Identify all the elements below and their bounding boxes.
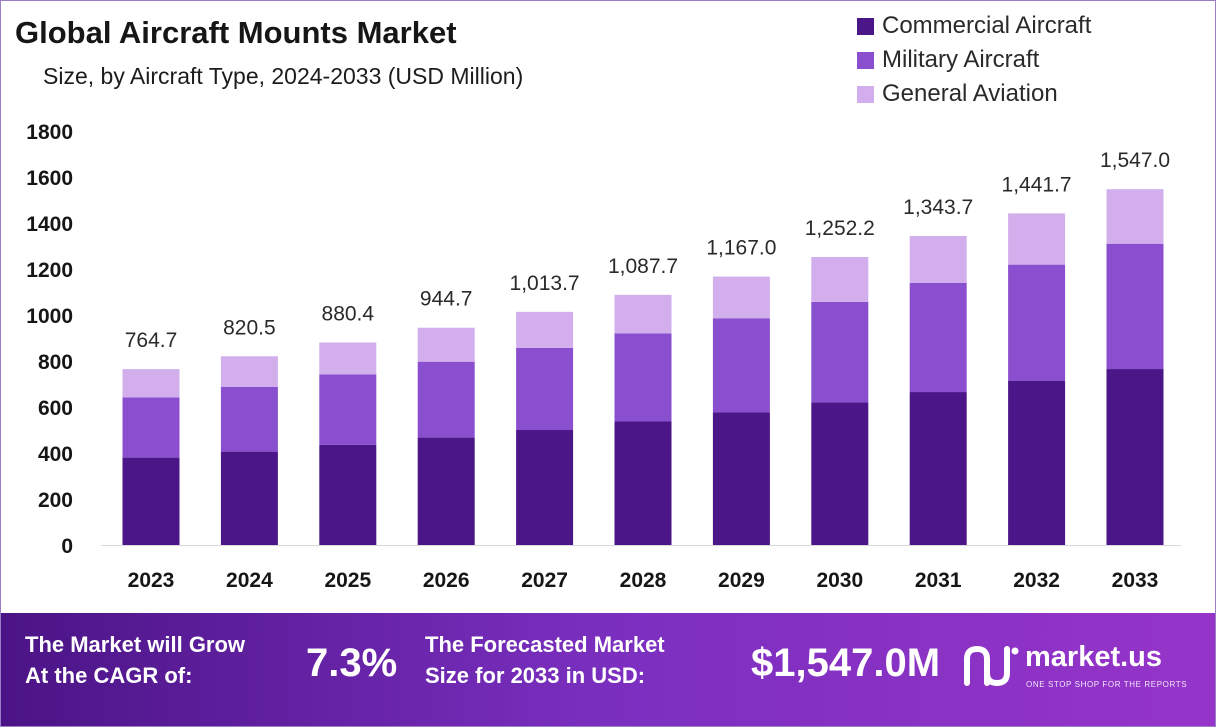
bar-segment (614, 421, 672, 545)
legend-swatch (857, 51, 874, 69)
bar-segment (220, 356, 278, 387)
bar-segment (319, 374, 377, 445)
brand-name: market.us (1025, 641, 1163, 673)
x-tick-label: 2029 (718, 569, 765, 592)
x-tick-label: 2033 (1112, 569, 1159, 592)
bar-segment (712, 276, 770, 319)
y-tick-label: 1200 (26, 259, 73, 282)
bar-segment (516, 347, 574, 430)
x-tick-label: 2024 (226, 569, 273, 592)
y-tick-label: 1600 (26, 167, 73, 190)
forecast-label-line1: The Forecasted Market (425, 632, 665, 657)
bar-segment (516, 430, 574, 545)
legend-swatch (857, 85, 874, 103)
bar-segment (1106, 243, 1164, 370)
y-tick-label: 1800 (26, 121, 73, 144)
legend-item: Commercial Aircraft (857, 9, 1091, 43)
stacked-bar-chart: 0 200 400 600 800 1000 1200 1400 1600 1800 764.7 20… (26, 121, 1181, 592)
bar-segment (417, 437, 475, 545)
y-tick-label: 800 (38, 351, 73, 374)
brand-logo: market.us ONE STOP SHOP FOR THE REPORTS (963, 637, 1198, 697)
bar-segment (1008, 381, 1066, 545)
bar-segment (516, 311, 574, 348)
bar-segment (319, 342, 377, 375)
x-tick-label: 2031 (915, 569, 962, 592)
bar-segment (1106, 189, 1164, 244)
x-tick-label: 2032 (1013, 569, 1060, 592)
cagr-label-line1: The Market will Grow (25, 632, 246, 657)
y-tick-label: 600 (38, 397, 73, 420)
cagr-value: 7.3% (306, 641, 398, 685)
data-label: 1,013.7 (510, 272, 580, 295)
legend-label: Commercial Aircraft (882, 12, 1092, 39)
data-label: 1,441.7 (1002, 173, 1072, 196)
x-tick-label: 2026 (423, 569, 470, 592)
x-tick-label: 2027 (521, 569, 568, 592)
data-label: 944.7 (420, 288, 473, 311)
bar-segment (220, 386, 278, 452)
y-tick-label: 0 (61, 535, 73, 558)
market-us-logo-icon (964, 645, 1019, 687)
x-tick-label: 2028 (620, 569, 667, 592)
bar-segment (319, 444, 377, 545)
legend-label: General Aviation (882, 80, 1058, 107)
data-label: 764.7 (125, 329, 178, 352)
bar-segment (909, 235, 967, 283)
y-tick-label: 200 (38, 489, 73, 512)
bar-segment (614, 294, 672, 334)
bar-segment (220, 451, 278, 545)
cagr-label-line2: At the CAGR of: (25, 663, 193, 688)
bar-segment (1008, 213, 1066, 265)
bar-segment (417, 361, 475, 438)
chart-title: Global Aircraft Mounts Market (15, 15, 457, 50)
legend-item: General Aviation (857, 77, 1091, 111)
bar-segment (712, 318, 770, 413)
chart-subtitle: Size, by Aircraft Type, 2024-2033 (USD M… (43, 63, 524, 89)
bar-segment (1106, 369, 1164, 545)
y-tick-label: 400 (38, 443, 73, 466)
y-tick-label: 1400 (26, 213, 73, 236)
bar-segment (122, 369, 180, 398)
bar-segment (122, 397, 180, 458)
data-label: 880.4 (322, 303, 375, 326)
data-label: 1,252.2 (805, 217, 875, 240)
forecast-label-line2: Size for 2033 in USD: (425, 663, 646, 688)
data-label: 1,087.7 (608, 255, 678, 278)
summary-banner: The Market will Grow At the CAGR of: 7.3… (1, 613, 1215, 726)
data-label: 1,167.0 (706, 237, 776, 260)
x-tick-label: 2025 (324, 569, 371, 592)
bar-segment (811, 402, 869, 545)
legend-item: Military Aircraft (857, 43, 1091, 77)
bar-segment (614, 333, 672, 422)
bar-segment (909, 282, 967, 393)
bar-segment (811, 256, 869, 302)
bar-segment (1008, 264, 1066, 382)
forecast-value: $1,547.0M (751, 641, 941, 685)
brand-tagline: ONE STOP SHOP FOR THE REPORTS (1026, 680, 1188, 689)
bar-segment (712, 412, 770, 545)
x-tick-label: 2030 (816, 569, 863, 592)
bar-segment (811, 301, 869, 403)
legend-swatch (857, 17, 874, 35)
bar-segment (417, 327, 475, 362)
y-tick-label: 1000 (26, 305, 73, 328)
x-tick-label: 2023 (128, 569, 175, 592)
data-label: 1,547.0 (1100, 149, 1170, 172)
legend-label: Military Aircraft (882, 46, 1040, 73)
bar-segment (909, 392, 967, 545)
data-label: 1,343.7 (903, 196, 973, 219)
legend: Commercial Aircraft Military Aircraft Gene… (857, 9, 1091, 111)
data-label: 820.5 (223, 316, 276, 339)
bar-segment (122, 457, 180, 545)
